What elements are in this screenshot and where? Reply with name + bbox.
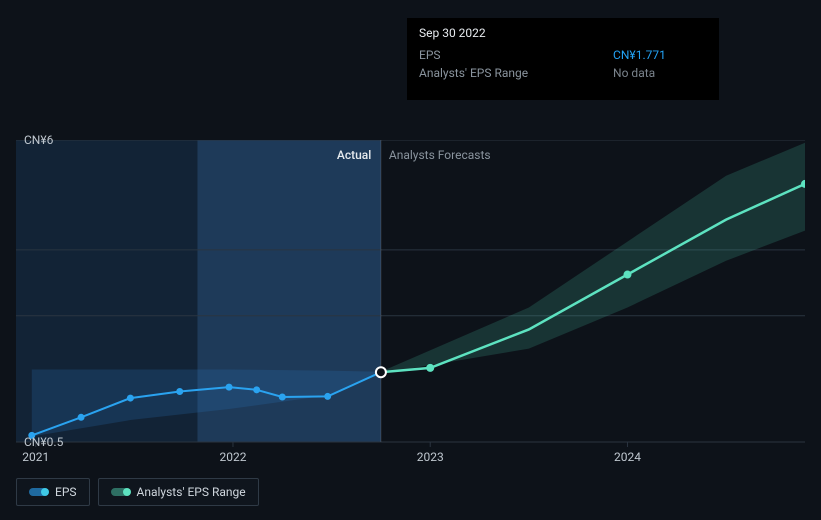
chart-plot-area[interactable]: CN¥6CN¥0.5 bbox=[16, 140, 805, 442]
x-axis-label: 2021 bbox=[22, 450, 49, 464]
x-axis-label: 2023 bbox=[417, 450, 444, 464]
chart-svg bbox=[16, 140, 805, 472]
legend-item[interactable]: Analysts' EPS Range bbox=[98, 478, 259, 506]
y-axis-label: CN¥6 bbox=[24, 133, 53, 147]
x-axis: 2021 2022 2023 2024 bbox=[16, 450, 805, 470]
tooltip-table: EPSCN¥1.771Analysts' EPS RangeNo data bbox=[419, 46, 707, 82]
forecast-region-label: Analysts Forecasts bbox=[389, 148, 491, 162]
eps-actual-marker bbox=[176, 388, 183, 395]
actual-region-label: Actual bbox=[337, 148, 371, 162]
eps-actual-marker bbox=[226, 384, 233, 391]
x-axis-label: 2022 bbox=[219, 450, 246, 464]
tooltip-row-key: EPS bbox=[419, 46, 613, 64]
legend-label: Analysts' EPS Range bbox=[137, 485, 246, 499]
tooltip-row-value: CN¥1.771 bbox=[613, 46, 707, 64]
highlight-marker bbox=[376, 367, 386, 377]
eps-forecast-band bbox=[381, 143, 805, 374]
chart-container: CN¥6CN¥0.5 Sep 30 2022 EPSCN¥1.771Analys… bbox=[0, 0, 821, 520]
legend-item[interactable]: EPS bbox=[16, 478, 90, 506]
eps-actual-marker bbox=[78, 414, 85, 421]
legend-label: EPS bbox=[55, 485, 77, 499]
hover-tooltip: Sep 30 2022 EPSCN¥1.771Analysts' EPS Ran… bbox=[407, 18, 719, 100]
eps-forecast-marker bbox=[623, 271, 631, 279]
tooltip-row-value: No data bbox=[613, 64, 707, 82]
x-axis-label: 2024 bbox=[614, 450, 641, 464]
eps-actual-marker bbox=[127, 395, 134, 402]
eps-actual-marker bbox=[279, 393, 286, 400]
legend-swatch bbox=[111, 488, 129, 496]
eps-actual-marker bbox=[324, 393, 331, 400]
tooltip-date: Sep 30 2022 bbox=[419, 26, 707, 40]
eps-forecast-marker bbox=[426, 364, 434, 372]
eps-actual-marker bbox=[253, 386, 260, 393]
legend-swatch bbox=[29, 488, 47, 496]
legend: EPS Analysts' EPS Range bbox=[16, 478, 259, 506]
y-axis-label: CN¥0.5 bbox=[24, 435, 63, 449]
tooltip-row-key: Analysts' EPS Range bbox=[419, 64, 613, 82]
